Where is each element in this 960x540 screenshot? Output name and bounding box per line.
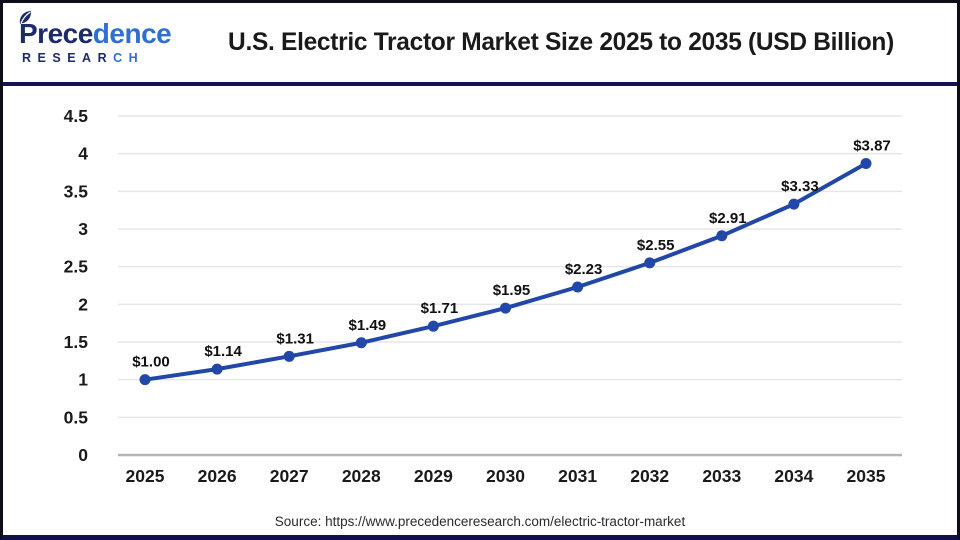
svg-text:1: 1 bbox=[78, 370, 88, 390]
logo-subtitle: RESEARCH bbox=[19, 52, 189, 65]
svg-text:2029: 2029 bbox=[414, 466, 453, 486]
precedence-research-logo: Precedence RESEARCH bbox=[19, 11, 189, 65]
svg-text:1.5: 1.5 bbox=[64, 332, 89, 352]
header: Precedence RESEARCH U.S. Electric Tracto… bbox=[3, 3, 957, 82]
svg-text:2030: 2030 bbox=[486, 466, 525, 486]
footer: Source: https://www.precedenceresearch.c… bbox=[3, 488, 957, 529]
svg-text:$1.95: $1.95 bbox=[493, 282, 531, 299]
svg-text:$2.55: $2.55 bbox=[637, 237, 675, 254]
svg-text:3: 3 bbox=[78, 219, 88, 239]
logo-word-dark: Prece bbox=[19, 18, 93, 50]
svg-text:2025: 2025 bbox=[126, 466, 165, 486]
svg-text:2035: 2035 bbox=[847, 466, 886, 486]
svg-text:$2.23: $2.23 bbox=[565, 261, 603, 278]
logo-sub-light: CH bbox=[113, 51, 145, 66]
svg-text:2032: 2032 bbox=[630, 466, 669, 486]
svg-text:3.5: 3.5 bbox=[64, 181, 89, 201]
svg-text:2.5: 2.5 bbox=[64, 257, 89, 277]
svg-text:$1.00: $1.00 bbox=[132, 354, 170, 371]
svg-text:2031: 2031 bbox=[558, 466, 597, 486]
svg-text:0.5: 0.5 bbox=[64, 407, 89, 427]
svg-text:$3.33: $3.33 bbox=[781, 178, 819, 195]
svg-text:2027: 2027 bbox=[270, 466, 309, 486]
svg-text:0: 0 bbox=[78, 445, 88, 465]
svg-text:$1.31: $1.31 bbox=[276, 330, 314, 347]
logo-word-light: dence bbox=[92, 18, 172, 50]
svg-text:2033: 2033 bbox=[702, 466, 741, 486]
source-text: Source: https://www.precedenceresearch.c… bbox=[274, 514, 686, 529]
svg-text:$2.91: $2.91 bbox=[709, 210, 747, 227]
svg-text:$1.71: $1.71 bbox=[421, 300, 459, 317]
chart-title: U.S. Electric Tractor Market Size 2025 t… bbox=[228, 28, 894, 56]
chart-area: 0 0.5 1 1.5 2 2.5 3 3.5 4 4.5 2025 2026 2027 2028 2029… bbox=[3, 86, 957, 488]
header-divider bbox=[3, 82, 957, 86]
market-line-chart: 0 0.5 1 1.5 2 2.5 3 3.5 4 4.5 2025 2026 2027 2028 2029… bbox=[64, 106, 902, 486]
svg-text:2: 2 bbox=[78, 294, 88, 314]
svg-text:4.5: 4.5 bbox=[64, 106, 89, 126]
logo-sub-dark: RESEAR bbox=[22, 51, 114, 66]
svg-text:4: 4 bbox=[78, 144, 88, 164]
svg-text:2028: 2028 bbox=[342, 466, 381, 486]
logo-wordmark: Precedence bbox=[19, 20, 189, 48]
svg-text:$1.14: $1.14 bbox=[204, 343, 242, 360]
svg-text:$1.49: $1.49 bbox=[349, 317, 387, 334]
svg-text:2026: 2026 bbox=[198, 466, 237, 486]
svg-text:$3.87: $3.87 bbox=[853, 137, 891, 154]
svg-text:2034: 2034 bbox=[774, 466, 813, 486]
